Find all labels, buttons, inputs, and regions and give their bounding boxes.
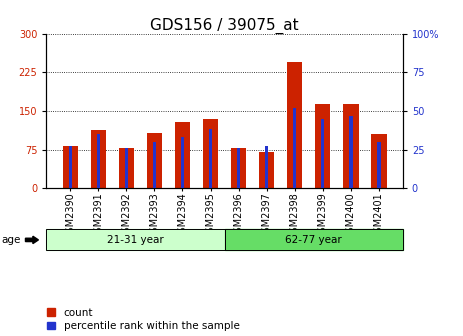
Bar: [371, 134, 387, 188]
Bar: [181, 137, 184, 188]
Bar: [315, 104, 331, 188]
Text: 62-77 year: 62-77 year: [285, 235, 342, 245]
Bar: [377, 142, 381, 188]
Bar: [259, 152, 275, 188]
Text: 21-31 year: 21-31 year: [107, 235, 164, 245]
Bar: [287, 62, 302, 188]
Bar: [175, 122, 190, 188]
Bar: [265, 146, 269, 188]
Legend: count, percentile rank within the sample: count, percentile rank within the sample: [47, 308, 239, 331]
Bar: [125, 148, 128, 188]
Bar: [321, 119, 325, 188]
Bar: [119, 148, 134, 188]
Bar: [209, 129, 212, 188]
Bar: [153, 142, 156, 188]
Bar: [343, 104, 358, 188]
Bar: [147, 133, 162, 188]
Bar: [231, 148, 246, 188]
Bar: [237, 148, 240, 188]
Title: GDS156 / 39075_at: GDS156 / 39075_at: [150, 17, 299, 34]
Bar: [63, 146, 78, 188]
Bar: [293, 108, 296, 188]
Bar: [349, 116, 352, 188]
Bar: [203, 119, 218, 188]
Text: age: age: [1, 235, 21, 245]
Bar: [91, 130, 106, 188]
Bar: [69, 146, 72, 188]
Bar: [97, 134, 100, 188]
